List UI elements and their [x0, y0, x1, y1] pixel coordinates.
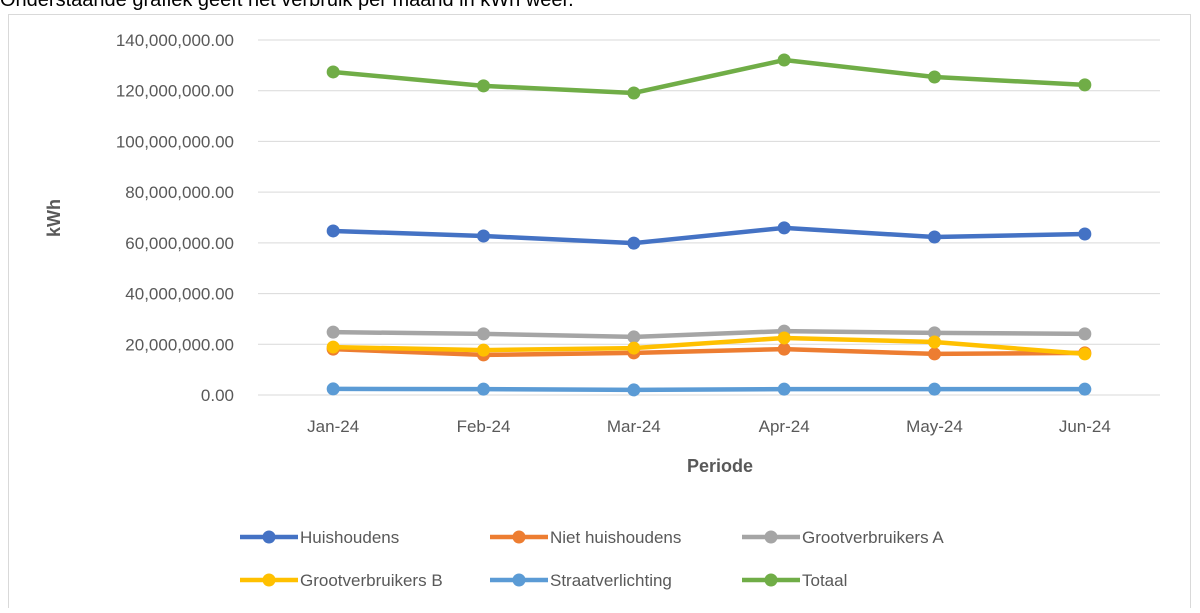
data-point	[326, 65, 340, 79]
legend-label: Niet huishoudens	[550, 528, 681, 547]
y-tick-label: 60,000,000.00	[125, 234, 234, 253]
series-line	[333, 328, 1085, 340]
data-point	[777, 53, 791, 67]
caption: Onderstaande grafiek geeft het verbruik …	[0, 0, 574, 11]
data-point	[928, 230, 941, 244]
x-tick-label: Apr-24	[759, 417, 810, 436]
y-tick-label: 40,000,000.00	[125, 285, 234, 304]
data-point	[627, 236, 641, 250]
data-point	[477, 229, 490, 243]
data-point	[1078, 347, 1092, 361]
x-tick-label: Jun-24	[1059, 417, 1111, 436]
data-point	[777, 331, 791, 345]
data-point	[627, 383, 641, 397]
data-point	[326, 382, 340, 396]
x-tick-label: May-24	[906, 417, 963, 436]
data-point	[777, 342, 791, 356]
data-point	[477, 79, 490, 93]
x-tick-label: Feb-24	[457, 417, 511, 436]
series-line	[333, 386, 1085, 393]
data-point	[777, 221, 791, 235]
y-tick-label: 100,000,000.00	[116, 132, 234, 151]
x-tick-label: Mar-24	[607, 417, 661, 436]
data-point	[777, 382, 791, 396]
data-point	[326, 325, 340, 339]
y-tick-label: 80,000,000.00	[125, 183, 234, 202]
data-point	[1078, 382, 1092, 396]
data-point	[928, 382, 941, 396]
series-line	[333, 335, 1086, 357]
data-point	[1078, 227, 1092, 241]
data-point	[477, 382, 490, 396]
legend-marker	[512, 573, 526, 587]
data-point	[477, 343, 490, 357]
data-point	[928, 347, 941, 361]
legend-marker	[764, 530, 778, 544]
x-axis-title: Periode	[687, 456, 753, 476]
data-point	[928, 70, 941, 84]
legend-label: Straatverlichting	[550, 571, 672, 590]
legend-marker	[262, 573, 276, 587]
x-tick-label: Jan-24	[307, 417, 359, 436]
data-point	[627, 330, 641, 344]
y-tick-label: 0.00	[201, 386, 234, 405]
y-tick-label: 20,000,000.00	[125, 335, 234, 354]
y-tick-label: 140,000,000.00	[116, 31, 234, 50]
legend-label: Grootverbruikers B	[300, 571, 443, 590]
data-point	[627, 86, 641, 100]
series-line	[333, 346, 1085, 358]
data-point	[326, 224, 340, 238]
chart-frame	[8, 14, 1191, 613]
data-point	[928, 326, 941, 340]
data-point	[1078, 78, 1092, 92]
legend-label: Totaal	[802, 571, 847, 590]
legend-marker	[262, 530, 276, 544]
y-tick-label: 120,000,000.00	[116, 82, 234, 101]
legend-label: Huishoudens	[300, 528, 399, 547]
data-point	[627, 341, 641, 355]
legend-marker	[764, 573, 778, 587]
data-point	[326, 340, 340, 354]
series-line	[332, 57, 1085, 96]
series-line	[333, 225, 1085, 246]
y-axis-title: kWh	[44, 199, 64, 237]
data-point	[928, 335, 941, 349]
legend-marker	[512, 530, 526, 544]
legend-label: Grootverbruikers A	[802, 528, 944, 547]
data-point	[1078, 327, 1092, 341]
data-point	[477, 327, 490, 341]
